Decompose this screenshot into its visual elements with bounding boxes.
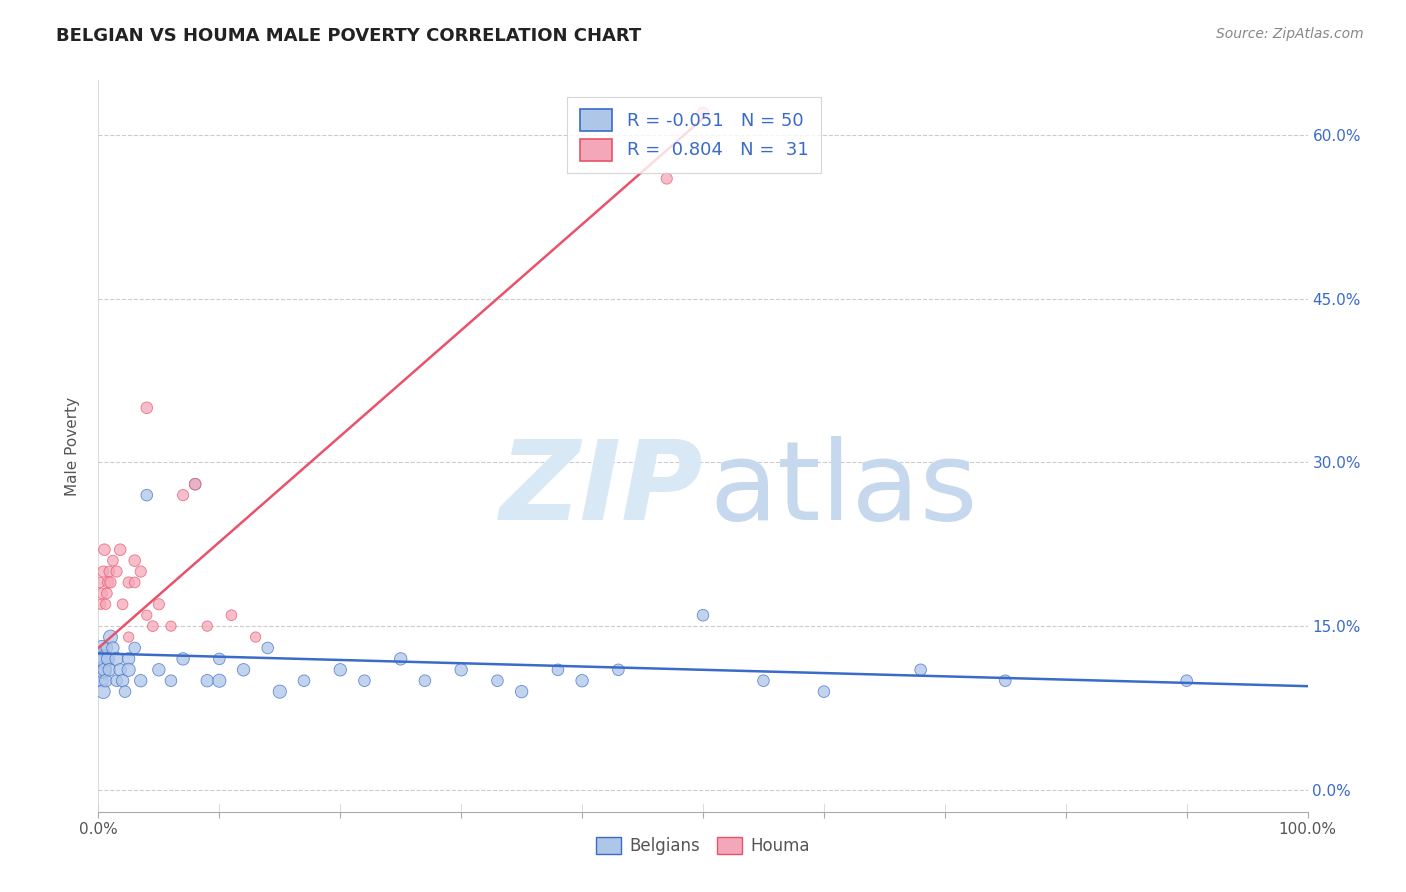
Point	[114, 684, 136, 698]
Point	[692, 106, 714, 120]
Y-axis label: Male Poverty: Male Poverty	[65, 396, 80, 496]
Point	[135, 401, 157, 415]
Text: atlas: atlas	[709, 436, 977, 543]
Point	[172, 652, 194, 666]
Point	[93, 542, 115, 557]
Point	[96, 586, 118, 600]
Point	[692, 608, 714, 623]
Point	[118, 652, 141, 666]
Point	[208, 673, 231, 688]
Point	[413, 673, 436, 688]
Point	[160, 619, 183, 633]
Point	[90, 597, 112, 611]
Point	[90, 652, 112, 666]
Point	[148, 663, 170, 677]
Text: ZIP: ZIP	[499, 436, 703, 543]
Point	[172, 488, 194, 502]
Point	[1175, 673, 1198, 688]
Point	[94, 673, 117, 688]
Point	[124, 554, 146, 568]
Point	[124, 640, 146, 655]
Text: Source: ZipAtlas.com: Source: ZipAtlas.com	[1216, 27, 1364, 41]
Point	[184, 477, 207, 491]
Point	[91, 640, 114, 655]
Point	[111, 597, 134, 611]
Point	[148, 597, 170, 611]
Point	[813, 684, 835, 698]
Point	[100, 575, 122, 590]
Point	[195, 673, 218, 688]
Point	[292, 673, 315, 688]
Point	[108, 542, 131, 557]
Point	[98, 565, 121, 579]
Point	[329, 663, 352, 677]
Text: BELGIAN VS HOUMA MALE POVERTY CORRELATION CHART: BELGIAN VS HOUMA MALE POVERTY CORRELATIO…	[56, 27, 641, 45]
Point	[135, 608, 157, 623]
Point	[105, 652, 128, 666]
Point	[118, 663, 141, 677]
Point	[111, 673, 134, 688]
Point	[93, 652, 115, 666]
Point	[94, 597, 117, 611]
Point	[135, 488, 157, 502]
Point	[994, 673, 1017, 688]
Point	[108, 663, 131, 677]
Point	[752, 673, 775, 688]
Point	[510, 684, 533, 698]
Point	[129, 565, 152, 579]
Point	[118, 630, 141, 644]
Point	[353, 673, 375, 688]
Point	[208, 652, 231, 666]
Point	[91, 684, 114, 698]
Point	[221, 608, 243, 623]
Point	[389, 652, 412, 666]
Point	[105, 565, 128, 579]
Point	[98, 663, 121, 677]
Point	[118, 575, 141, 590]
Point	[91, 663, 114, 677]
Point	[96, 640, 118, 655]
Point	[129, 673, 152, 688]
Point	[571, 673, 593, 688]
Point	[607, 663, 630, 677]
Point	[184, 477, 207, 491]
Point	[245, 630, 267, 644]
Point	[91, 673, 114, 688]
Point	[269, 684, 291, 698]
Point	[486, 673, 509, 688]
Point	[97, 575, 120, 590]
Point	[100, 630, 122, 644]
Point	[89, 575, 111, 590]
Point	[142, 619, 165, 633]
Point	[91, 565, 114, 579]
Point	[160, 673, 183, 688]
Point	[655, 171, 678, 186]
Point	[910, 663, 932, 677]
Point	[232, 663, 254, 677]
Point	[101, 554, 124, 568]
Point	[256, 640, 278, 655]
Point	[91, 586, 114, 600]
Point	[101, 640, 124, 655]
Point	[450, 663, 472, 677]
Point	[124, 575, 146, 590]
Point	[93, 663, 115, 677]
Point	[105, 673, 128, 688]
Point	[195, 619, 218, 633]
Legend: Belgians, Houma: Belgians, Houma	[589, 830, 817, 862]
Point	[97, 652, 120, 666]
Point	[547, 663, 569, 677]
